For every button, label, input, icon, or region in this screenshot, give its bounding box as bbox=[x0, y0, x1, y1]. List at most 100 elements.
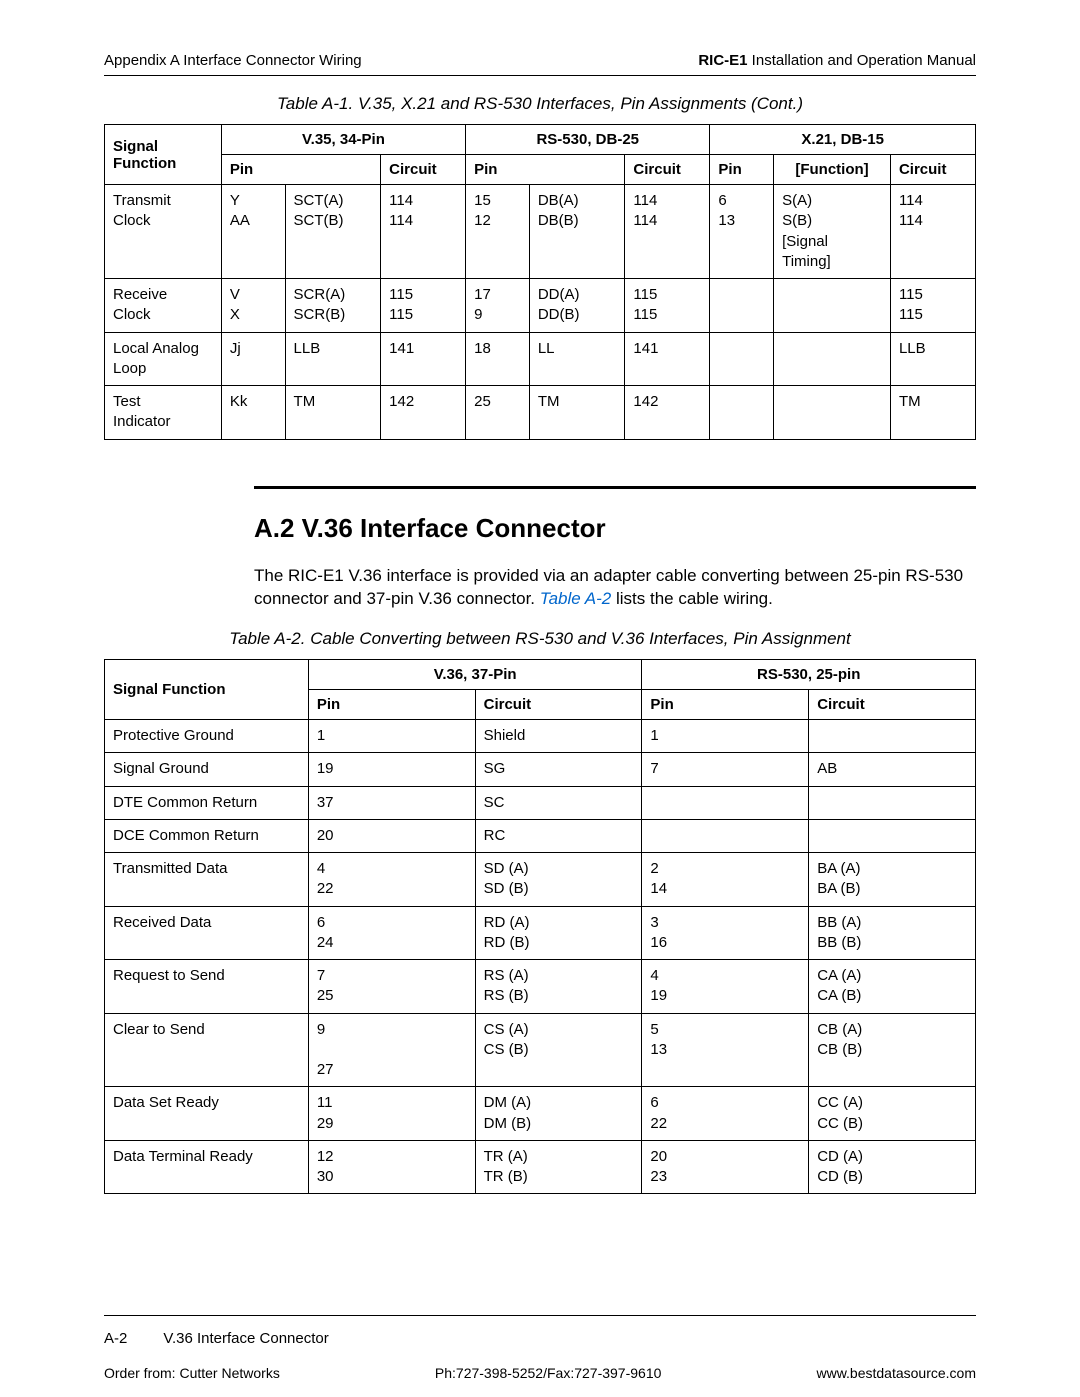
table-cell: 25 bbox=[466, 386, 530, 440]
table-cell: 12 30 bbox=[308, 1140, 475, 1194]
header-right: RIC-E1 Installation and Operation Manual bbox=[698, 52, 976, 69]
table-row: Data Terminal Ready12 30TR (A) TR (B)20 … bbox=[105, 1140, 976, 1194]
table-cell: CC (A) CC (B) bbox=[809, 1087, 976, 1141]
table-cell: LLB bbox=[890, 332, 975, 386]
table-cell: 115 115 bbox=[890, 279, 975, 333]
col-pin: Pin bbox=[221, 155, 380, 185]
table-cell: SCT(A) SCT(B) bbox=[285, 185, 381, 279]
table-cell: TR (A) TR (B) bbox=[475, 1140, 642, 1194]
table-cell: AB bbox=[809, 753, 976, 786]
table-cell: 11 29 bbox=[308, 1087, 475, 1141]
col-signal-function: Signal Function bbox=[105, 125, 222, 185]
table-cell: RD (A) RD (B) bbox=[475, 906, 642, 960]
table-cell: 114 114 bbox=[890, 185, 975, 279]
table-a1: Signal Function V.35, 34-Pin RS-530, DB-… bbox=[104, 124, 976, 440]
table-row: Received Data6 24RD (A) RD (B)3 16BB (A)… bbox=[105, 906, 976, 960]
table-cell bbox=[710, 279, 774, 333]
table-cell: 3 16 bbox=[642, 906, 809, 960]
table-cell: 19 bbox=[308, 753, 475, 786]
page-header: Appendix A Interface Connector Wiring RI… bbox=[104, 52, 976, 76]
table-cell: 1 bbox=[308, 720, 475, 753]
table-a2-link[interactable]: Table A-2 bbox=[540, 589, 612, 608]
table-cell: SC bbox=[475, 786, 642, 819]
table-cell: CA (A) CA (B) bbox=[809, 960, 976, 1014]
table-cell bbox=[710, 332, 774, 386]
table-cell: TM bbox=[285, 386, 381, 440]
table-cell: 4 22 bbox=[308, 853, 475, 907]
table-cell: 6 13 bbox=[710, 185, 774, 279]
table-cell: Local Analog Loop bbox=[105, 332, 222, 386]
table-cell bbox=[774, 279, 891, 333]
table-cell: 4 19 bbox=[642, 960, 809, 1014]
table-row: Signal Ground19SG7AB bbox=[105, 753, 976, 786]
header-left: Appendix A Interface Connector Wiring bbox=[104, 52, 362, 69]
website-url: www.bestdatasource.com bbox=[816, 1365, 976, 1381]
table-row: DTE Common Return37SC bbox=[105, 786, 976, 819]
table-cell: RS (A) RS (B) bbox=[475, 960, 642, 1014]
table-cell: Received Data bbox=[105, 906, 309, 960]
table-cell: Data Set Ready bbox=[105, 1087, 309, 1141]
table-row: Test IndicatorKkTM14225TM142TM bbox=[105, 386, 976, 440]
table-cell: TM bbox=[529, 386, 625, 440]
table-cell: Jj bbox=[221, 332, 285, 386]
table-cell bbox=[809, 819, 976, 852]
table-cell: S(A) S(B) [Signal Timing] bbox=[774, 185, 891, 279]
table-a2-caption: Table A-2. Cable Converting between RS-5… bbox=[104, 629, 976, 649]
table-row: Protective Ground1Shield1 bbox=[105, 720, 976, 753]
table-row: Clear to Send9 27CS (A) CS (B)5 13CB (A)… bbox=[105, 1013, 976, 1087]
table-cell: 20 23 bbox=[642, 1140, 809, 1194]
order-from: Order from: Cutter Networks bbox=[104, 1365, 280, 1381]
table-cell: Receive Clock bbox=[105, 279, 222, 333]
col-rs530: RS-530, DB-25 bbox=[466, 125, 710, 155]
footer-bottom: Order from: Cutter Networks Ph:727-398-5… bbox=[104, 1365, 976, 1381]
table-cell: 18 bbox=[466, 332, 530, 386]
table-row: DCE Common Return20RC bbox=[105, 819, 976, 852]
table-cell bbox=[642, 819, 809, 852]
table-cell: Protective Ground bbox=[105, 720, 309, 753]
col-circuit: Circuit bbox=[475, 690, 642, 720]
table-cell: Kk bbox=[221, 386, 285, 440]
table-cell: 6 22 bbox=[642, 1087, 809, 1141]
table-cell: TM bbox=[890, 386, 975, 440]
table-cell: BB (A) BB (B) bbox=[809, 906, 976, 960]
col-circuit: Circuit bbox=[809, 690, 976, 720]
section-a2-title: A.2 V.36 Interface Connector bbox=[254, 486, 976, 544]
table-row: Receive ClockV XSCR(A) SCR(B)115 11517 9… bbox=[105, 279, 976, 333]
table-cell: BA (A) BA (B) bbox=[809, 853, 976, 907]
table-cell: DB(A) DB(B) bbox=[529, 185, 625, 279]
table-row: Local Analog LoopJjLLB14118LL141LLB bbox=[105, 332, 976, 386]
table-cell bbox=[809, 720, 976, 753]
col-circuit: Circuit bbox=[625, 155, 710, 185]
table-cell: 9 27 bbox=[308, 1013, 475, 1087]
table-cell: LLB bbox=[285, 332, 381, 386]
phone-fax: Ph:727-398-5252/Fax:727-397-9610 bbox=[435, 1365, 662, 1381]
table-cell: CD (A) CD (B) bbox=[809, 1140, 976, 1194]
table-cell: Data Terminal Ready bbox=[105, 1140, 309, 1194]
table-cell: 5 13 bbox=[642, 1013, 809, 1087]
table-cell: CS (A) CS (B) bbox=[475, 1013, 642, 1087]
table-cell: 17 9 bbox=[466, 279, 530, 333]
table-cell: Request to Send bbox=[105, 960, 309, 1014]
table-cell: 6 24 bbox=[308, 906, 475, 960]
table-cell bbox=[774, 332, 891, 386]
table-cell: 142 bbox=[625, 386, 710, 440]
col-v36: V.36, 37-Pin bbox=[308, 660, 642, 690]
table-row: Request to Send7 25RS (A) RS (B)4 19CA (… bbox=[105, 960, 976, 1014]
table-cell: 115 115 bbox=[625, 279, 710, 333]
table-cell: RC bbox=[475, 819, 642, 852]
manual-title: Installation and Operation Manual bbox=[748, 52, 976, 69]
table-cell: Transmit Clock bbox=[105, 185, 222, 279]
col-circuit: Circuit bbox=[381, 155, 466, 185]
footer-topic: V.36 Interface Connector bbox=[163, 1330, 328, 1347]
table-cell: DD(A) DD(B) bbox=[529, 279, 625, 333]
table-cell: Signal Ground bbox=[105, 753, 309, 786]
table-cell: Test Indicator bbox=[105, 386, 222, 440]
table-cell bbox=[774, 386, 891, 440]
table-cell: 114 114 bbox=[625, 185, 710, 279]
col-v35: V.35, 34-Pin bbox=[221, 125, 465, 155]
table-cell: Clear to Send bbox=[105, 1013, 309, 1087]
table-cell: DTE Common Return bbox=[105, 786, 309, 819]
table-a1-caption: Table A-1. V.35, X.21 and RS-530 Interfa… bbox=[104, 94, 976, 114]
table-cell: DM (A) DM (B) bbox=[475, 1087, 642, 1141]
col-function: [Function] bbox=[774, 155, 891, 185]
